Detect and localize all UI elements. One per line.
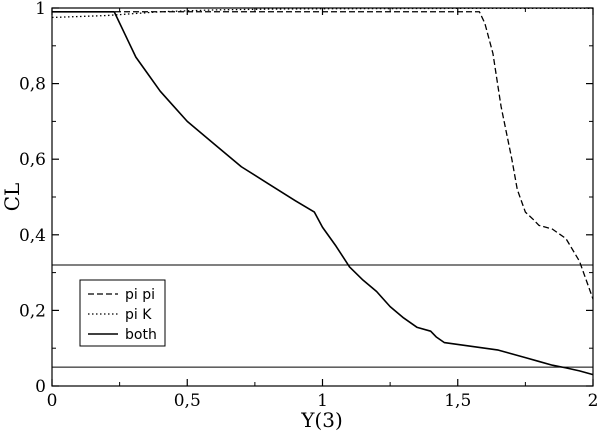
series-layer: [51, 7, 594, 376]
y-tick-label: 0,2: [19, 301, 46, 321]
x-tick-label: 0: [47, 391, 58, 411]
legend-label-pi-k: pi K: [125, 307, 152, 323]
x-tick-label: 1,5: [444, 391, 471, 411]
legend-box: [79, 279, 166, 347]
x-tick-label: 1: [317, 391, 328, 411]
x-tick-label: 2: [588, 391, 599, 411]
x-axis: 0 0,5 1 1,5 2: [47, 8, 599, 411]
legend: pi pi pi K both: [79, 279, 166, 347]
legend-label-both: both: [125, 327, 157, 343]
y-tick-label: 0: [35, 377, 46, 397]
y-axis-title: CL: [0, 183, 24, 212]
legend-label-pi-pi: pi pi: [125, 287, 155, 303]
reference-lines: [52, 264, 593, 368]
x-axis-title: Y(3): [300, 408, 343, 432]
y-axis: 0 0,2 0,4 0,6 0,8 1: [19, 0, 593, 397]
y-tick-label: 0,6: [19, 150, 46, 170]
series-line-pi-pi: [52, 11, 594, 300]
series-line-both: [52, 10, 594, 376]
y-tick-label: 1: [35, 0, 46, 19]
y-tick-label: 0,8: [19, 75, 46, 95]
y-tick-label: 0,4: [19, 226, 46, 246]
x-tick-label: 0,5: [174, 391, 201, 411]
